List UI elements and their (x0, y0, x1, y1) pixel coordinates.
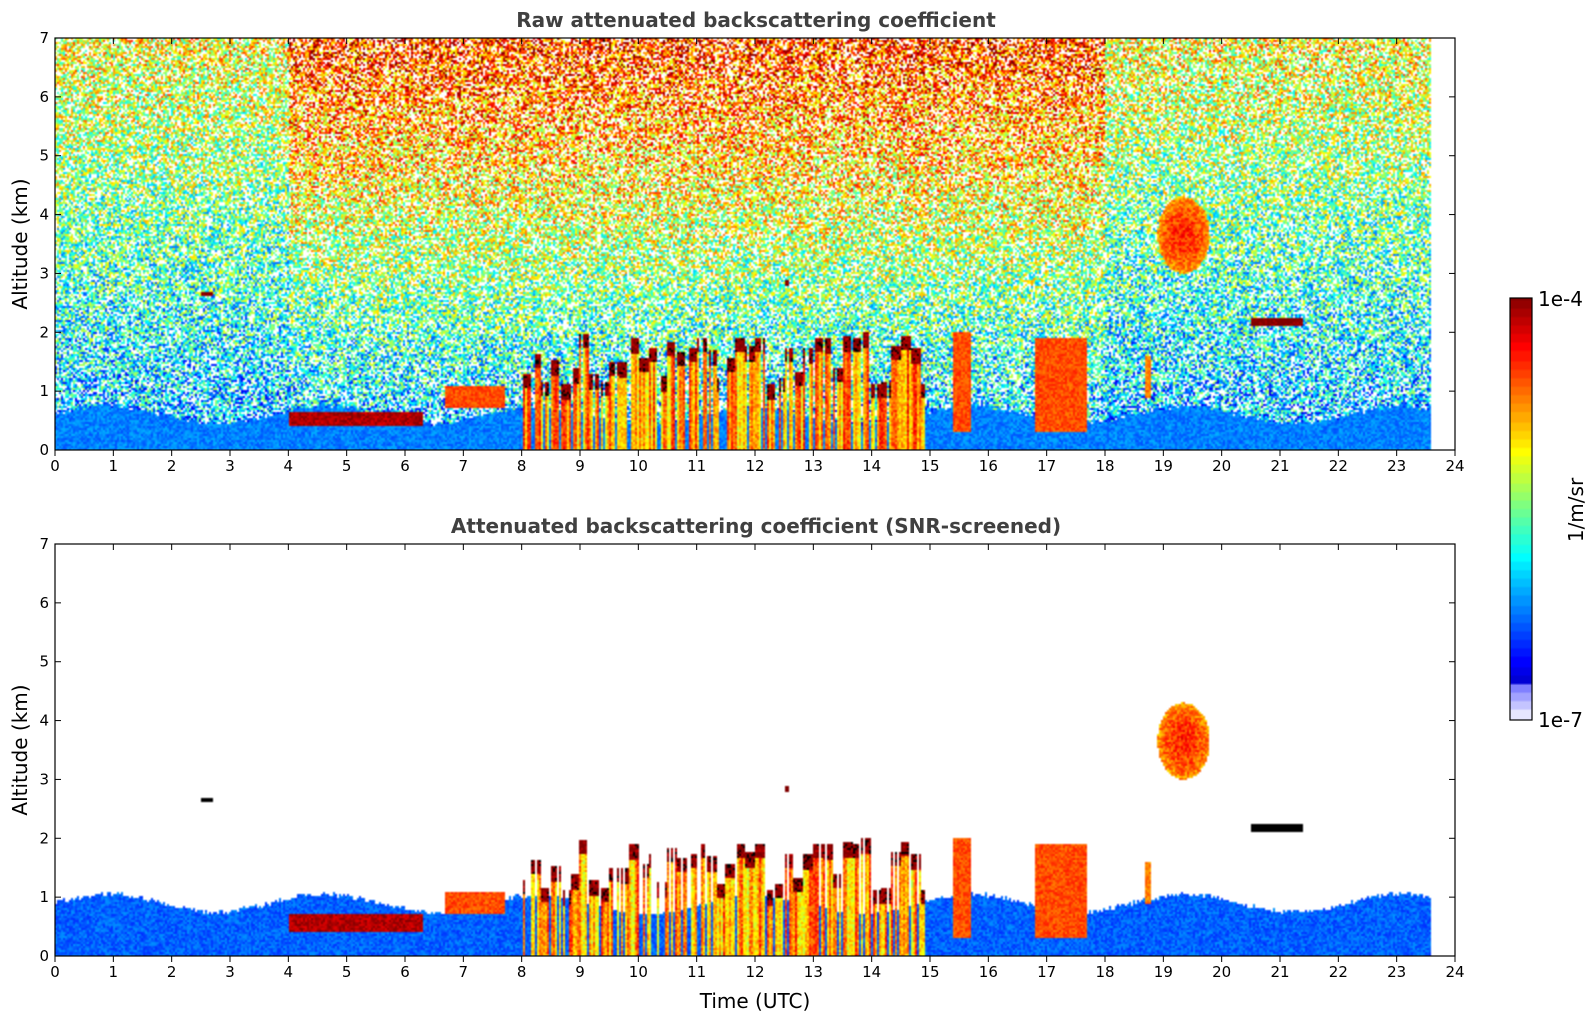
colorbar: 1e-4 1e-7 1/m/sr (1509, 287, 1588, 732)
panel-screened-x-ticks: 0 1 2 3 4 5 6 7 8 9 10 11 12 13 14 15 16 17 18 19 20 21 22 23 24 (50, 544, 1465, 981)
x-tick-label: 17 (1037, 963, 1056, 981)
x-tick-label: 0 (50, 457, 60, 475)
x-tick-label: 21 (1270, 457, 1289, 475)
y-tick-label: 1 (39, 888, 49, 906)
x-tick-label: 8 (517, 963, 527, 981)
y-tick-label: 4 (39, 206, 49, 224)
x-tick-label: 12 (745, 963, 764, 981)
y-tick-label: 0 (39, 947, 49, 965)
x-tick-label: 6 (400, 963, 410, 981)
y-tick-label: 7 (39, 29, 49, 47)
y-tick-label: 2 (39, 829, 49, 847)
x-tick-label: 13 (804, 963, 823, 981)
x-tick-label: 22 (1329, 963, 1348, 981)
panel-screened-heatmap (55, 544, 1455, 956)
x-tick-label: 17 (1037, 457, 1056, 475)
x-tick-label: 15 (920, 457, 939, 475)
panel-screened-y-label: Altitude (km) (8, 684, 32, 815)
x-tick-label: 2 (167, 963, 177, 981)
x-tick-label: 7 (459, 457, 469, 475)
y-tick-label: 7 (39, 535, 49, 553)
x-tick-label: 3 (225, 963, 235, 981)
y-tick-label: 3 (39, 264, 49, 282)
x-tick-label: 8 (517, 457, 527, 475)
panel-raw-title: Raw attenuated backscattering coefficien… (516, 8, 996, 32)
x-tick-label: 24 (1445, 457, 1464, 475)
x-tick-label: 2 (167, 457, 177, 475)
x-tick-label: 12 (745, 457, 764, 475)
x-tick-label: 9 (575, 963, 585, 981)
panel-raw-x-ticks: 0 1 2 3 4 5 6 7 8 9 10 11 12 13 14 15 16 17 18 19 20 21 22 23 24 (50, 38, 1465, 475)
x-tick-label: 10 (629, 963, 648, 981)
x-tick-label: 15 (920, 963, 939, 981)
panel-raw: Raw attenuated backscattering coefficien… (8, 8, 1465, 475)
panel-screened: Attenuated backscattering coefficient (S… (8, 514, 1465, 1013)
x-tick-label: 21 (1270, 963, 1289, 981)
x-tick-label: 11 (687, 963, 706, 981)
y-tick-label: 0 (39, 441, 49, 459)
y-tick-label: 1 (39, 382, 49, 400)
x-tick-label: 24 (1445, 963, 1464, 981)
x-tick-label: 6 (400, 457, 410, 475)
panel-screened-x-label: Time (UTC) (699, 989, 811, 1013)
x-tick-label: 7 (459, 963, 469, 981)
y-tick-label: 6 (39, 88, 49, 106)
panel-screened-title: Attenuated backscattering coefficient (S… (451, 514, 1061, 538)
x-tick-label: 18 (1095, 963, 1114, 981)
panel-raw-y-label: Altitude (km) (8, 178, 32, 309)
y-tick-label: 4 (39, 712, 49, 730)
x-tick-label: 20 (1212, 963, 1231, 981)
x-tick-label: 19 (1154, 963, 1173, 981)
x-tick-label: 13 (804, 457, 823, 475)
y-tick-label: 2 (39, 323, 49, 341)
x-tick-label: 22 (1329, 457, 1348, 475)
x-tick-label: 14 (862, 457, 881, 475)
panel-raw-y-ticks: 0 1 2 3 4 5 6 7 (39, 29, 1455, 459)
x-tick-label: 3 (225, 457, 235, 475)
x-tick-label: 4 (284, 457, 294, 475)
x-tick-label: 1 (109, 457, 119, 475)
x-tick-label: 5 (342, 457, 352, 475)
y-tick-label: 3 (39, 770, 49, 788)
x-tick-label: 23 (1387, 457, 1406, 475)
x-tick-label: 1 (109, 963, 119, 981)
y-tick-label: 6 (39, 594, 49, 612)
colorbar-unit-label: 1/m/sr (1564, 477, 1588, 542)
x-tick-label: 18 (1095, 457, 1114, 475)
x-tick-label: 4 (284, 963, 294, 981)
x-tick-label: 16 (979, 963, 998, 981)
panel-screened-y-ticks: 0 1 2 3 4 5 6 7 (39, 535, 1455, 965)
y-tick-label: 5 (39, 653, 49, 671)
x-tick-label: 11 (687, 457, 706, 475)
colorbar-max-label: 1e-4 (1538, 287, 1583, 311)
panel-raw-heatmap (55, 38, 1455, 450)
x-tick-label: 9 (575, 457, 585, 475)
colorbar-gradient (1510, 298, 1532, 720)
y-tick-label: 5 (39, 147, 49, 165)
x-tick-label: 5 (342, 963, 352, 981)
x-tick-label: 10 (629, 457, 648, 475)
x-tick-label: 19 (1154, 457, 1173, 475)
x-tick-label: 16 (979, 457, 998, 475)
colorbar-frame (1509, 297, 1533, 721)
x-tick-label: 20 (1212, 457, 1231, 475)
x-tick-label: 14 (862, 963, 881, 981)
x-tick-label: 0 (50, 963, 60, 981)
colorbar-min-label: 1e-7 (1538, 708, 1583, 732)
x-tick-label: 23 (1387, 963, 1406, 981)
